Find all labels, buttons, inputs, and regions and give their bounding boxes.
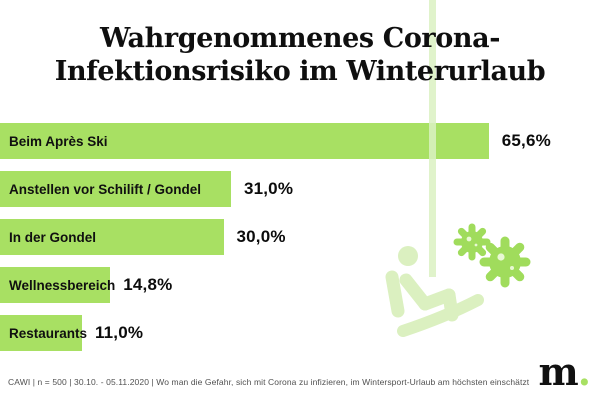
bar-row: Restaurants 11,0% — [0, 315, 551, 351]
bar-row: In der Gondel 30,0% — [0, 219, 551, 255]
bar-label: Restaurants — [9, 325, 88, 341]
bar-label: Anstellen vor Schilift / Gondel — [9, 181, 202, 197]
bar-row: Anstellen vor Schilift / Gondel 31,0% — [0, 171, 551, 207]
bar: In der Gondel — [0, 219, 224, 255]
bar-row: Wellnessbereich 14,8% — [0, 267, 551, 303]
bar-row: Beim Après Ski 65,6% — [0, 123, 551, 159]
bar-value: 31,0% — [243, 179, 294, 198]
lift-cable-line — [429, 0, 436, 277]
chart-title: Wahrgenommenes Corona- Infektionsrisiko … — [0, 22, 600, 88]
brand-logo: m. — [538, 349, 591, 394]
chart-title-line2: Infektionsrisiko im Winterurlaub — [54, 56, 546, 87]
chart-title-line1: Wahrgenommenes Corona- — [99, 23, 500, 54]
bar-label: Wellnessbereich — [9, 277, 116, 293]
bar-chart: Beim Après Ski 65,6% Anstellen vor Schilif… — [0, 123, 551, 363]
bar-value: 30,0% — [236, 227, 286, 246]
bar: Anstellen vor Schilift / Gondel — [0, 171, 231, 207]
brand-logo-dot: . — [577, 349, 591, 394]
bar: Beim Après Ski — [0, 123, 489, 159]
bar-label: Beim Après Ski — [9, 133, 108, 149]
bar: Wellnessbereich — [0, 267, 115, 303]
bar-value: 14,8% — [123, 275, 173, 294]
bar: Restaurants — [0, 315, 87, 351]
bar-value: 65,6% — [501, 131, 551, 150]
bar-label: In der Gondel — [9, 229, 97, 245]
source-note: CAWI | n = 500 | 30.10. - 05.11.2020 | W… — [8, 377, 530, 387]
brand-logo-letter: m — [538, 349, 579, 394]
bar-value: 11,0% — [94, 323, 144, 342]
